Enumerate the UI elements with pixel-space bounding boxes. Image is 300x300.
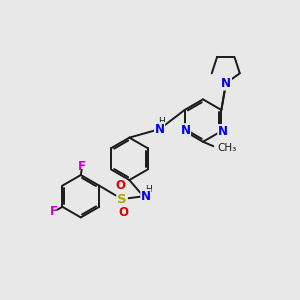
Text: N: N bbox=[181, 124, 190, 137]
Text: S: S bbox=[117, 193, 127, 206]
Text: N: N bbox=[141, 190, 151, 203]
Text: F: F bbox=[50, 205, 58, 218]
Text: N: N bbox=[154, 123, 165, 136]
Text: F: F bbox=[78, 160, 86, 173]
Text: O: O bbox=[116, 179, 126, 192]
Text: H: H bbox=[159, 117, 165, 126]
Text: N: N bbox=[218, 125, 228, 138]
Text: N: N bbox=[221, 77, 231, 90]
Text: O: O bbox=[118, 206, 128, 219]
Text: CH₃: CH₃ bbox=[218, 142, 237, 153]
Text: H: H bbox=[145, 185, 152, 194]
